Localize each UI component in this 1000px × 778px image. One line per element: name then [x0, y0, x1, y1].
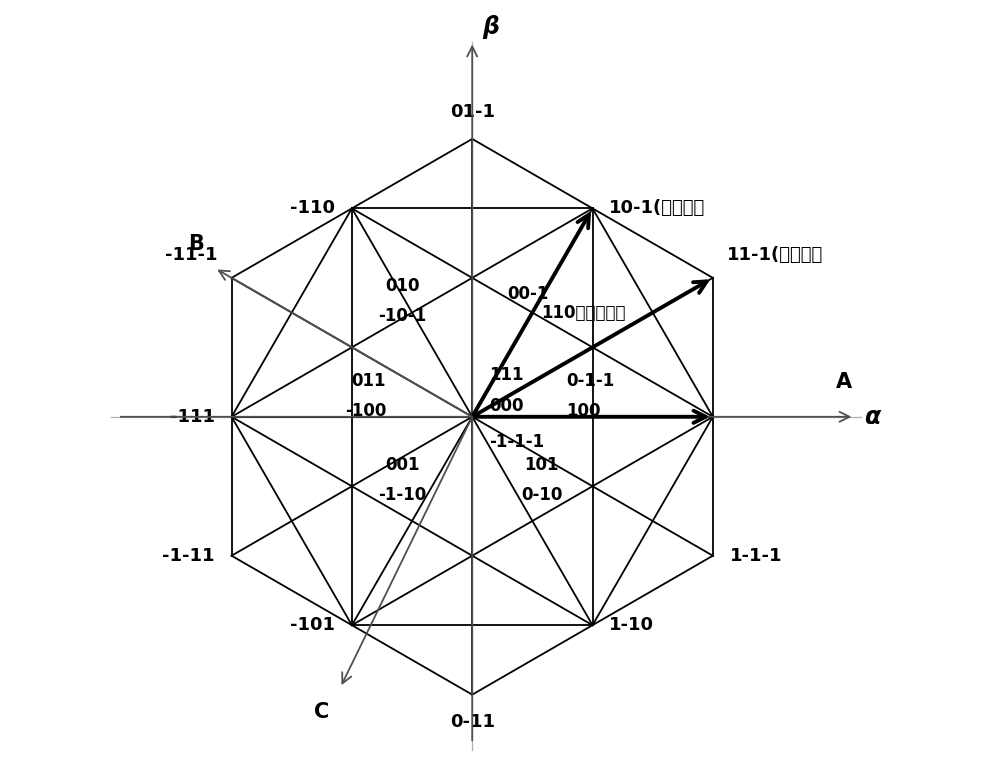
Text: -111: -111	[170, 408, 215, 426]
Text: 100: 100	[567, 402, 601, 420]
Text: 110（小矢量）: 110（小矢量）	[542, 304, 626, 322]
Text: -100: -100	[345, 402, 386, 420]
Text: 11-1(大矢量）: 11-1(大矢量）	[727, 246, 823, 264]
Text: α: α	[864, 405, 880, 429]
Text: 1-10: 1-10	[609, 616, 654, 634]
Text: 10-1(中矢量）: 10-1(中矢量）	[609, 199, 705, 217]
Text: -1-11: -1-11	[162, 547, 215, 565]
Text: 01-1: 01-1	[450, 103, 495, 121]
Text: 1-1-1: 1-1-1	[730, 547, 782, 565]
Text: 001: 001	[385, 456, 420, 474]
Text: -1-10: -1-10	[379, 486, 427, 504]
Text: 010: 010	[385, 276, 420, 295]
Text: 111: 111	[489, 366, 523, 384]
Text: 000: 000	[489, 397, 523, 415]
Text: -101: -101	[290, 616, 335, 634]
Text: 0-1-1: 0-1-1	[567, 372, 615, 390]
Text: 00-1: 00-1	[507, 285, 548, 303]
Text: -11-1: -11-1	[165, 246, 218, 264]
Text: 0-11: 0-11	[450, 713, 495, 731]
Text: -1-1-1: -1-1-1	[489, 433, 544, 450]
Text: -110: -110	[290, 199, 335, 217]
Text: -10-1: -10-1	[379, 307, 427, 325]
Text: 011: 011	[352, 372, 386, 390]
Text: A: A	[836, 372, 852, 392]
Text: B: B	[188, 234, 204, 254]
Text: C: C	[314, 702, 329, 721]
Text: β: β	[482, 15, 499, 39]
Text: 0-10: 0-10	[521, 486, 562, 504]
Text: 101: 101	[524, 456, 559, 474]
